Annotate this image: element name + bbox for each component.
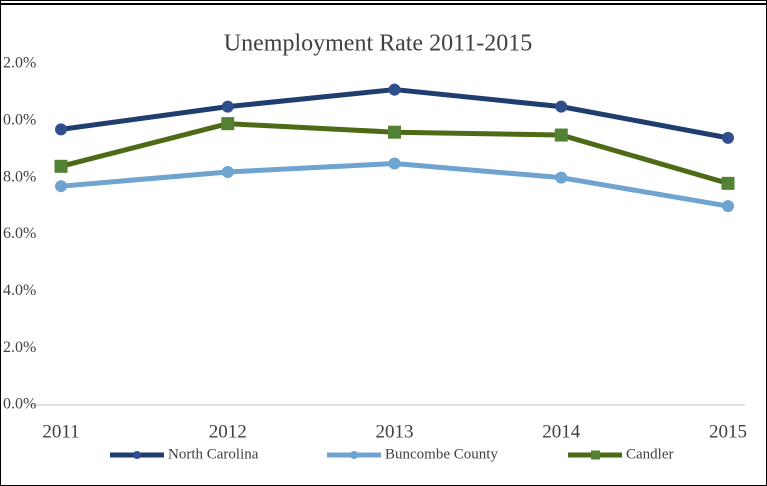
- legend-marker: [350, 451, 358, 459]
- y-tick-label: 4.0%: [3, 282, 36, 299]
- y-tick-label: 2.0%: [3, 55, 36, 72]
- y-tick-label: 2.0%: [3, 339, 36, 356]
- chart-title: Unemployment Rate 2011-2015: [224, 31, 532, 57]
- marker: [554, 128, 568, 142]
- legend-marker: [133, 451, 141, 459]
- legend-label: North Carolina: [168, 446, 259, 462]
- legend-marker: [591, 450, 600, 460]
- x-tick-label: 2013: [376, 421, 414, 442]
- x-tick-label: 2014: [542, 421, 581, 442]
- marker: [721, 176, 735, 190]
- x-tick-label: 2015: [709, 421, 747, 442]
- marker: [221, 165, 234, 178]
- x-tick-label: 2012: [209, 421, 247, 442]
- y-tick-label: 8.0%: [3, 168, 36, 185]
- marker: [221, 117, 235, 131]
- x-tick-label: 2011: [42, 421, 79, 442]
- legend-label: Candler: [626, 446, 673, 462]
- marker: [555, 171, 568, 184]
- marker: [388, 125, 401, 139]
- marker: [55, 123, 67, 136]
- marker: [722, 200, 734, 213]
- marker: [388, 83, 401, 96]
- marker: [388, 157, 401, 170]
- marker: [722, 131, 734, 144]
- y-tick-label: 6.0%: [3, 225, 36, 242]
- y-tick-label: 0.0%: [3, 396, 36, 413]
- marker: [55, 180, 67, 193]
- marker: [54, 159, 68, 173]
- y-tick-label: 0.0%: [3, 112, 36, 129]
- legend-label: Buncombe County: [385, 446, 498, 462]
- marker: [555, 100, 568, 113]
- marker: [221, 100, 234, 113]
